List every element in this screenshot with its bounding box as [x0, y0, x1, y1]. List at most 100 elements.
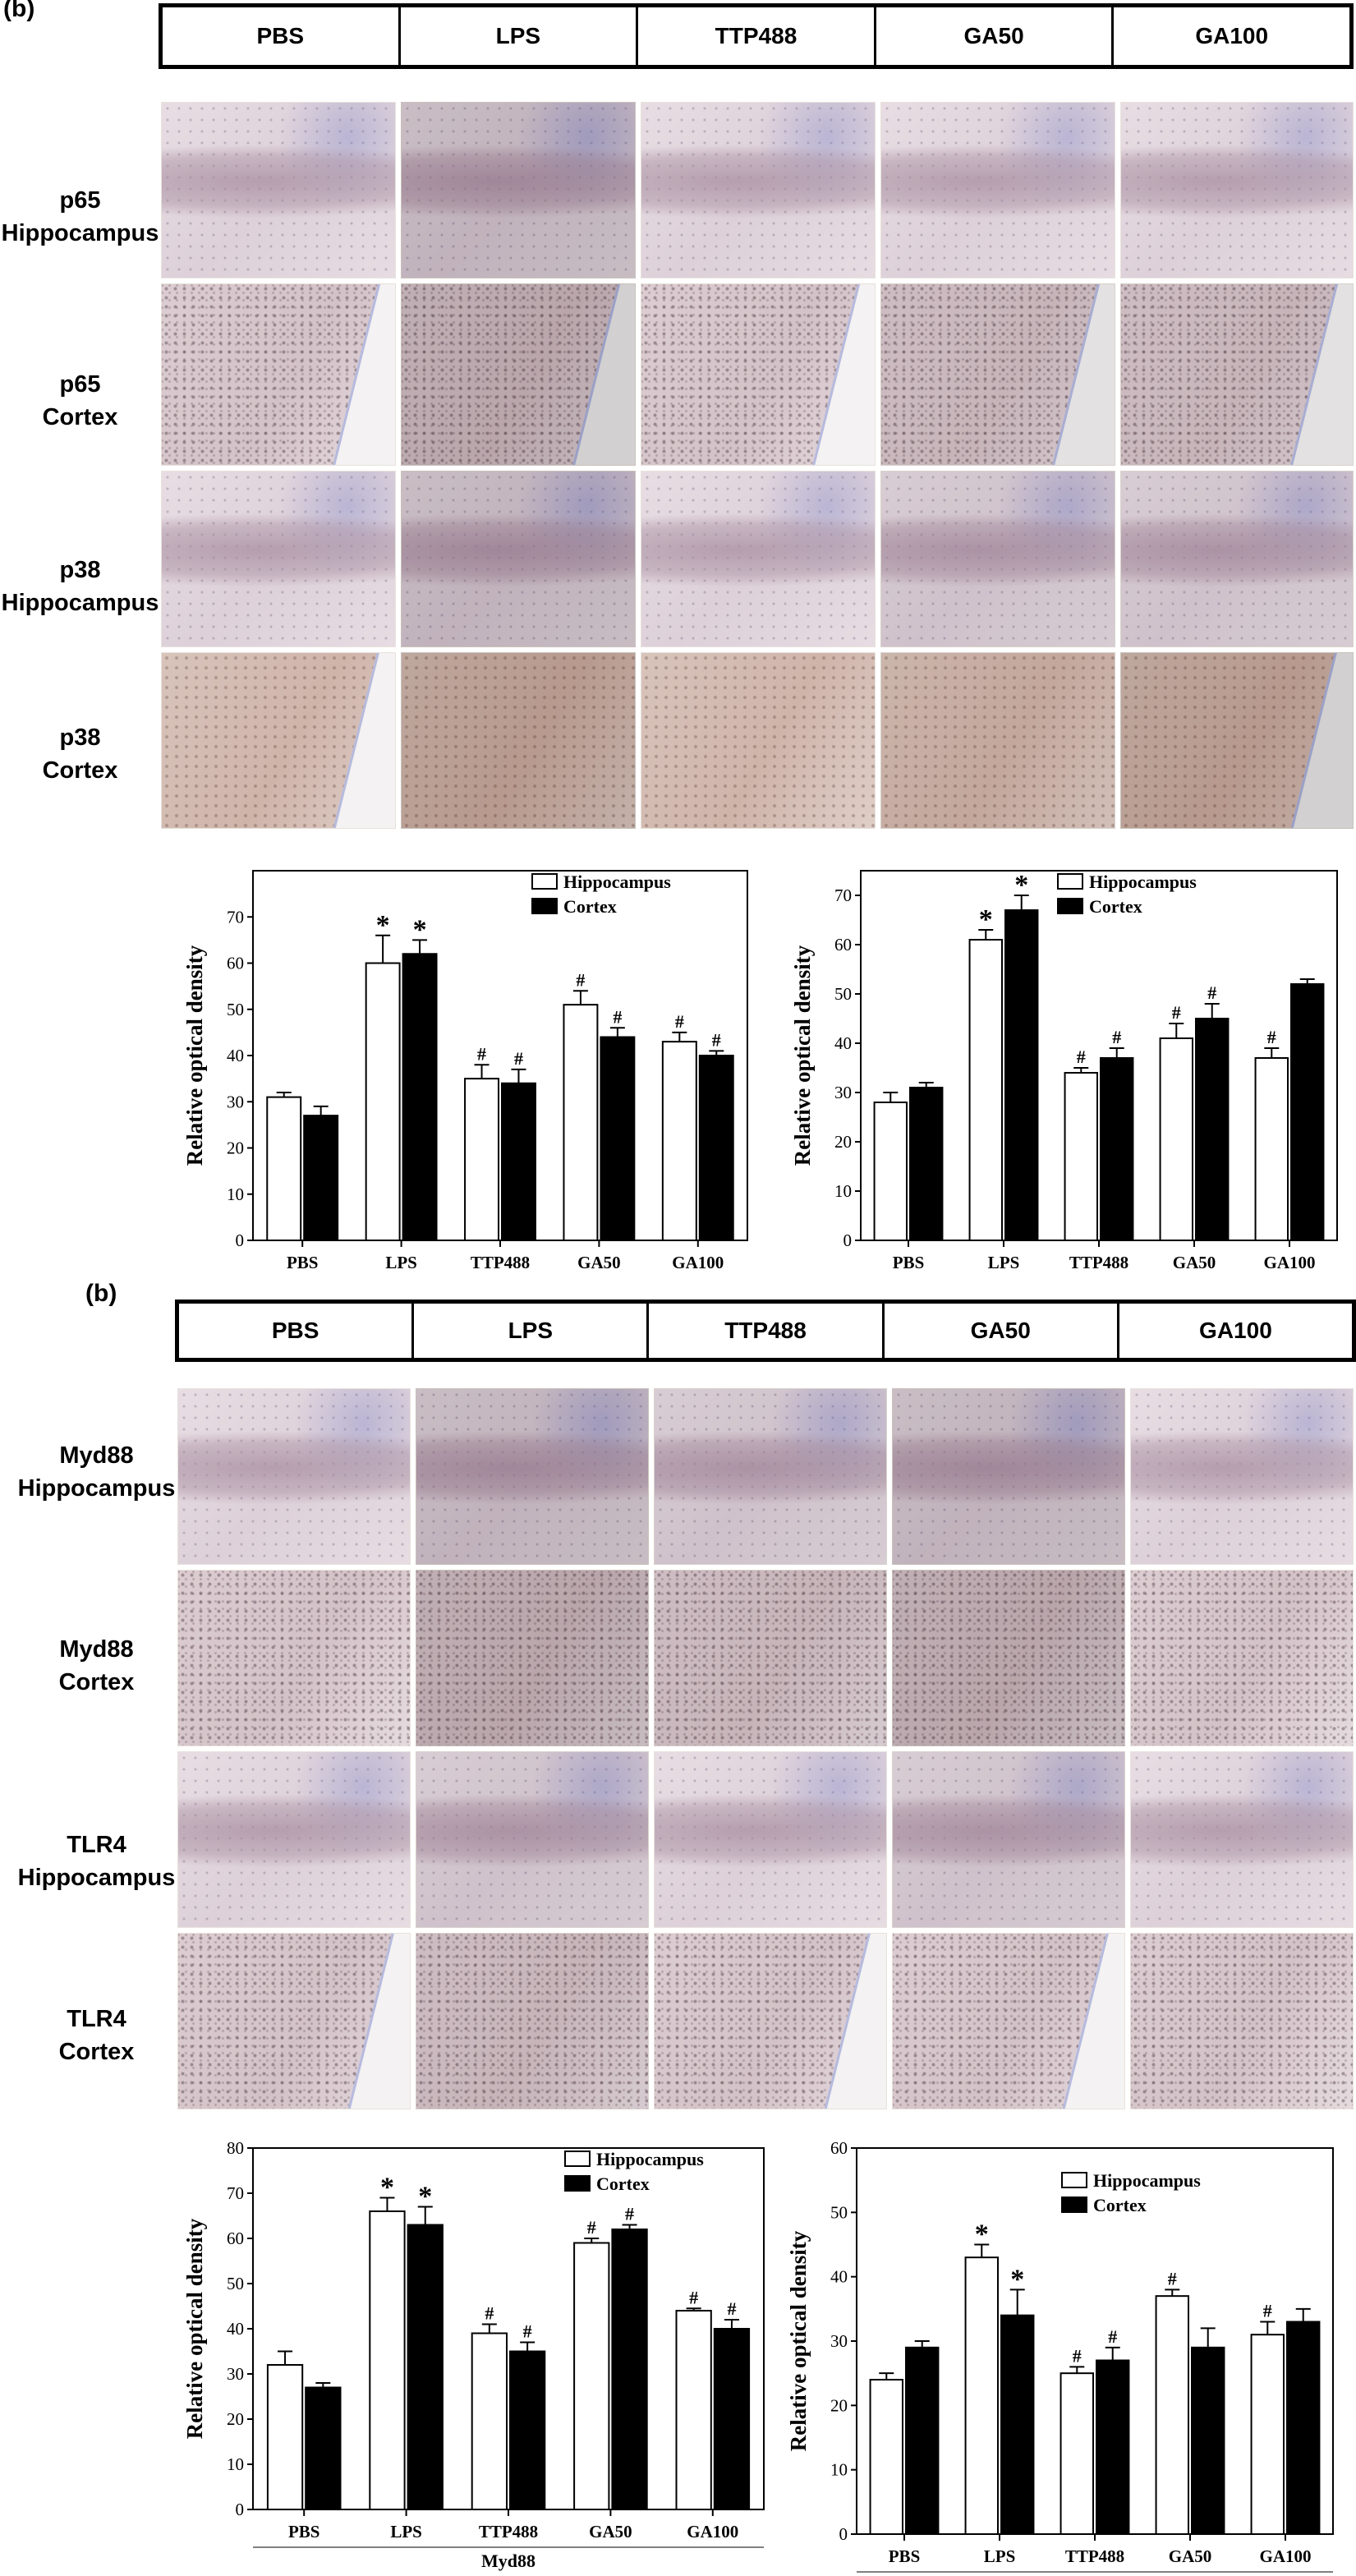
x-tick-label: LPS [385, 1253, 417, 1272]
significance-hash: # [1267, 1027, 1276, 1047]
y-tick-label: 0 [843, 1230, 853, 1250]
column-header-top: PBS LPS TTP488 GA50 GA100 [159, 3, 1354, 69]
micrograph-p38-hippocampus-ttp488 [641, 471, 876, 647]
legend-swatch-hippocampus [1061, 2172, 1087, 2188]
micrograph-tlr4-cortex-ttp488 [654, 1933, 887, 2109]
significance-hash: # [514, 1048, 523, 1069]
x-tick-label: LPS [390, 2522, 422, 2542]
y-tick-label: 30 [227, 2364, 244, 2384]
micrograph-p65-cortex-ga100 [1120, 283, 1354, 466]
bar-hippocampus-lps [365, 962, 401, 1241]
legend-label-cortex: Cortex [1093, 2195, 1147, 2215]
x-tick-label: PBS [288, 2522, 320, 2542]
micrograph-p65-cortex-ttp488 [641, 283, 876, 466]
x-axis-label: Myd88 [481, 2551, 536, 2571]
tissue-edge [814, 1934, 886, 2109]
y-tick-label: 10 [227, 1184, 244, 1204]
tissue-edge [322, 284, 395, 465]
micrograph-tlr4-hippocampus-ttp488 [654, 1751, 887, 1928]
micrograph-p38-cortex-ga50 [880, 652, 1115, 829]
y-tick-label: 40 [830, 2267, 848, 2287]
micrograph-p65-hippocampus-lps [401, 102, 636, 278]
x-tick-label: PBS [893, 1253, 925, 1272]
bar-hippocampus-lps [964, 2256, 999, 2536]
bar-hippocampus-pbs [873, 1102, 908, 1241]
column-header-bottom: PBS LPS TTP488 GA50 GA100 [175, 1300, 1356, 1362]
tissue-edge [1280, 653, 1353, 828]
row-label-line2: Hippocampus [1, 220, 159, 246]
significance-hash: # [485, 2303, 494, 2324]
significance-hash: # [1168, 2268, 1177, 2288]
legend-swatch-hippocampus [1057, 873, 1083, 890]
significance-hash: # [477, 1043, 486, 1064]
bar-hippocampus-ttp488 [1060, 2372, 1094, 2535]
micrograph-myd88-cortex-pbs [177, 1570, 411, 1746]
y-tick-label: 10 [830, 2460, 848, 2480]
bar-cortex-ga50 [1195, 1018, 1230, 1241]
legend-swatch-cortex [564, 2175, 591, 2192]
significance-hash: # [1263, 2301, 1272, 2321]
y-tick-label: 60 [227, 954, 244, 973]
significance-hash: # [689, 2287, 698, 2307]
y-tick-label: 40 [834, 1033, 852, 1053]
y-tick-label: 20 [227, 2409, 244, 2429]
significance-hash: # [1077, 1046, 1086, 1067]
legend-label-cortex: Cortex [563, 896, 617, 917]
y-axis-label: Relative optical density [786, 2230, 811, 2451]
bar-hippocampus-pbs [869, 2379, 903, 2535]
y-tick-label: 70 [834, 886, 852, 905]
y-tick-label: 20 [834, 1132, 852, 1152]
row-label-line1: TLR4 [67, 2006, 126, 2032]
significance-hash: # [576, 969, 585, 990]
significance-star: * [979, 904, 993, 935]
panel-label-bottom: (b) [85, 1280, 117, 1307]
y-tick-label: 0 [236, 2500, 245, 2519]
chart-p65: 0 10 20 30 40 50 60 70 Relative optical density P… [182, 870, 748, 1272]
column-header-pbs: PBS [163, 7, 401, 65]
bar-hippocampus-ga50 [1155, 2295, 1189, 2536]
row-label-tlr4-hippocampus: TLR4 Hippocampus [16, 1828, 177, 1894]
bar-cortex-pbs [905, 2346, 940, 2536]
bar-cortex-ga100 [1290, 983, 1325, 1241]
legend-label-cortex: Cortex [596, 2174, 650, 2194]
bar-cortex-pbs [909, 1087, 944, 1241]
column-header-lps: LPS [401, 7, 639, 65]
y-tick-label: 30 [834, 1083, 852, 1102]
y-tick-label: 50 [227, 1000, 244, 1019]
micrograph-tlr4-hippocampus-ga50 [892, 1751, 1125, 1928]
micrograph-myd88-hippocampus-pbs [177, 1388, 411, 1565]
y-tick-label: 10 [834, 1181, 852, 1201]
micrograph-p38-hippocampus-ga100 [1120, 471, 1354, 647]
significance-hash: # [1207, 982, 1216, 1003]
tissue-edge [802, 284, 875, 465]
x-tick-label: PBS [889, 2546, 921, 2566]
micrograph-p65-cortex-pbs [161, 283, 396, 466]
significance-hash: # [1108, 2326, 1117, 2347]
y-tick-label: 60 [227, 2229, 244, 2248]
significance-hash: # [712, 1029, 721, 1050]
column-header-ga100: GA100 [1199, 1318, 1272, 1343]
x-tick-label: GA50 [577, 1253, 621, 1272]
y-tick-label: 50 [834, 984, 852, 1004]
bar-hippocampus-lps [968, 939, 1003, 1241]
x-tick-label: GA100 [687, 2522, 738, 2542]
significance-hash: # [1172, 1002, 1181, 1023]
tissue-edge [1280, 284, 1353, 465]
y-tick-label: 20 [227, 1138, 244, 1158]
micrograph-p65-hippocampus-ga50 [880, 102, 1115, 278]
legend-swatch-hippocampus [564, 2150, 591, 2167]
bar-cortex-pbs [305, 2386, 342, 2510]
x-tick-label: LPS [988, 1253, 1020, 1272]
y-tick-label: 50 [227, 2274, 244, 2293]
micrograph-myd88-hippocampus-ga100 [1130, 1388, 1354, 1565]
y-tick-label: 0 [839, 2524, 848, 2544]
row-label-p65-cortex: p65 Cortex [0, 368, 160, 434]
tissue-edge [1041, 284, 1115, 465]
legend-label-hippocampus: Hippocampus [563, 872, 671, 892]
x-tick-label: GA100 [1264, 1253, 1316, 1272]
micrograph-myd88-hippocampus-ga50 [892, 1388, 1125, 1565]
column-header-ga50: GA50 [885, 1304, 1119, 1358]
y-tick-label: 10 [227, 2454, 244, 2474]
column-header-ttp488: TTP488 [649, 1304, 885, 1358]
tissue-edge [323, 653, 395, 828]
